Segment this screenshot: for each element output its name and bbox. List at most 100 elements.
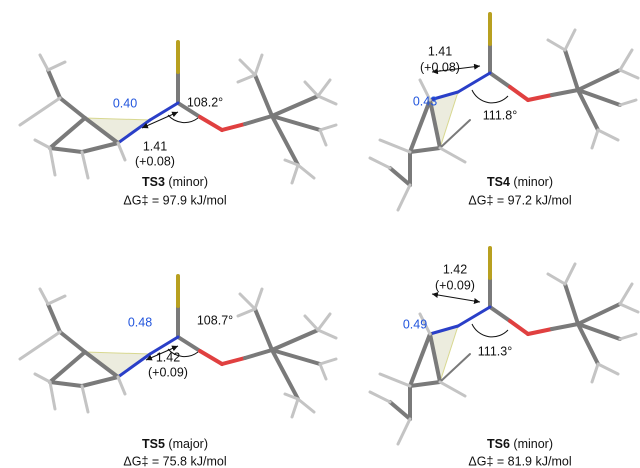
bond [255,75,272,116]
bond [510,321,528,334]
bond [48,304,60,332]
bond [35,374,50,382]
bond [255,309,272,350]
bond [50,118,85,148]
bond [620,100,636,105]
angle-arc [472,90,508,103]
bond [565,264,575,284]
bond [50,148,82,152]
distance-label: 1.42 [443,262,467,276]
distance-arrow [432,294,480,302]
bond [548,274,565,284]
bond [40,289,48,304]
distance-label: 1.41 [143,139,167,153]
bond [370,392,390,402]
bond [398,419,410,444]
bond [200,117,222,130]
bond [245,350,272,358]
bond [40,55,48,70]
bond [50,382,55,409]
bond [528,329,552,334]
bond [60,332,85,352]
bond [20,332,60,359]
bond [318,330,336,338]
bond [620,70,638,78]
bond [592,130,598,148]
bond [318,80,330,96]
bond [305,82,318,96]
bond [50,148,55,175]
ts-note: (minor) [513,175,553,189]
bond [552,324,578,329]
bond [592,364,598,382]
ts-caption: TS6 (minor) [487,437,553,451]
bond [292,399,298,417]
charge-label: 0.48 [128,315,152,329]
structure-panel: 0.48108.7°1.42(+0.09)TS5 (major)ΔG‡ = 75… [20,276,336,468]
bond [410,148,440,152]
ts-name: TS6 [487,437,510,451]
bond [598,364,618,374]
bond [48,62,65,70]
bond [50,382,82,386]
bond [320,130,326,145]
bond [82,143,118,152]
bond [245,116,272,124]
bond [565,284,578,324]
bond [82,152,88,178]
charge-label: 0.43 [413,94,437,108]
bond [238,75,255,82]
bond [598,130,618,140]
energy-label: ΔG‡ = 97.2 kJ/mol [468,193,571,207]
ring-face [85,352,150,377]
ts-caption: TS5 (major) [142,437,208,451]
distance-label: 1.42 [156,350,180,364]
bond [490,73,510,87]
bond [20,98,60,125]
bond [548,40,565,50]
bond [440,382,465,396]
angle-label: 108.2° [187,95,223,109]
bond [298,165,314,178]
bond [620,334,636,339]
bond [222,124,245,130]
bond [82,386,88,412]
bond [82,377,118,386]
bond [272,96,318,116]
ts-name: TS4 [487,175,510,189]
bond [240,294,255,309]
bond [410,334,430,386]
bond [620,50,632,70]
bond [48,70,60,98]
ts-note: (major) [168,437,208,451]
bond [578,70,620,90]
distance-change: (+0.09) [435,278,475,292]
bond [620,284,632,304]
bond [178,337,200,351]
bond [298,399,314,412]
bond [370,158,390,168]
bond [320,359,336,364]
bond [35,140,50,148]
bond [620,304,638,312]
charge-label: 0.49 [403,317,427,331]
figure: 0.40 108.2° 1.41 (+0.08) TS3 (minor) ΔG‡ = 97… [0,0,640,468]
ts-note: (minor) [513,437,553,451]
energy-label: ΔG‡ = 81.9 kJ/mol [468,454,571,468]
charge-label: 0.40 [113,96,137,110]
ts-name: TS5 [142,437,165,451]
bond [565,50,578,90]
angle-arc [168,115,198,123]
ts-name: TS3 [142,175,165,189]
bond [390,402,410,419]
ts-caption: TS3 (minor) [142,175,208,189]
bond [410,382,440,386]
bond [528,95,552,100]
distance-change: (+0.08) [420,60,460,74]
bond [305,316,318,330]
bond [510,87,528,100]
bond [240,60,255,75]
ts-caption: TS4 (minor) [487,175,553,189]
